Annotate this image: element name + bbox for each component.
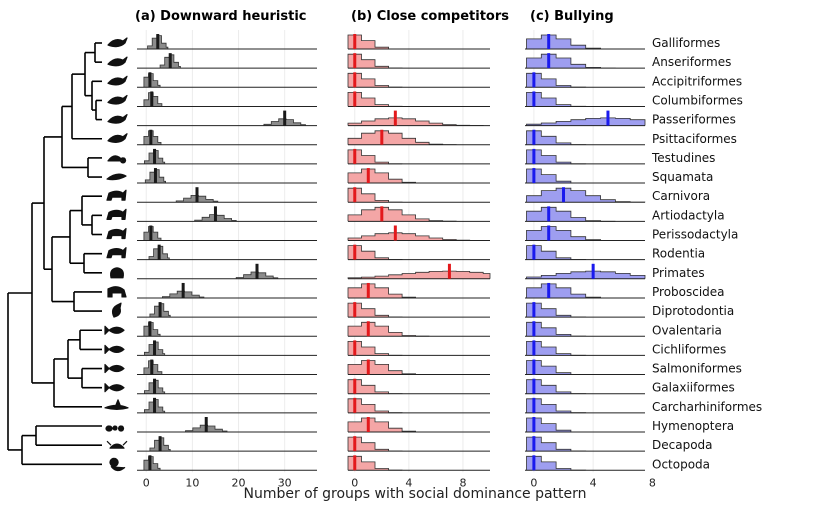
- mammal-icon: [106, 208, 127, 220]
- ant-icon: [105, 425, 125, 432]
- mammal-icon: [106, 247, 127, 259]
- taxon-label: Ovalentaria: [652, 323, 722, 337]
- taxon-label: Testudines: [651, 151, 715, 165]
- tick-label: 20: [232, 476, 246, 489]
- taxon-label: Squamata: [652, 170, 713, 184]
- fish-icon: [104, 325, 125, 335]
- panel-close-competitors: (b) Close competitors 0 4 8: [347, 9, 509, 489]
- tick-label: 8: [649, 476, 656, 489]
- mammal-icon: [106, 189, 127, 201]
- tick-label: 0: [351, 476, 358, 489]
- taxon-label: Galliformes: [652, 36, 720, 50]
- taxon-label: Psittaciformes: [652, 132, 737, 146]
- lizard-icon: [106, 173, 127, 181]
- density-ridge: [526, 187, 646, 203]
- taxon-label: Rodentia: [652, 247, 705, 261]
- taxon-label: Decapoda: [652, 438, 713, 452]
- panel-title-a: (a) Downward heuristic: [135, 9, 307, 24]
- panel-bullying: (c) Bullying 0 4 8: [525, 9, 656, 489]
- tick-label: 8: [459, 476, 466, 489]
- bird-icon: [107, 37, 128, 48]
- taxon-label: Carcharhiniformes: [652, 400, 762, 414]
- taxon-silhouettes: [104, 37, 129, 472]
- bird-icon: [107, 94, 128, 105]
- mammal-icon: [106, 227, 127, 240]
- density-ridge: [143, 73, 161, 88]
- density-ridge: [526, 53, 616, 69]
- tick-label: 10: [185, 476, 199, 489]
- taxon-label: Carnivora: [652, 189, 710, 203]
- taxon-label: Accipitriformes: [652, 74, 742, 88]
- taxon-label: Diprotodontia: [652, 304, 734, 318]
- taxon-label: Cichliformes: [652, 342, 726, 356]
- density-ridge: [347, 417, 430, 433]
- panel-downward-heuristic: (a) Downward heuristic 0 10 20 30: [135, 9, 317, 489]
- density-ridge: [347, 130, 457, 145]
- taxon-label: Primates: [652, 266, 705, 280]
- taxon-label: Anseriformes: [652, 55, 731, 69]
- fish-icon: [104, 383, 125, 393]
- density-ridge: [526, 117, 646, 126]
- density-ridge: [526, 270, 646, 279]
- density-ridge: [526, 226, 616, 241]
- tick-label: 0: [143, 476, 150, 489]
- octopus-icon: [109, 457, 126, 472]
- taxon-label: Passeriformes: [652, 113, 736, 127]
- taxon-label: Hymenoptera: [652, 419, 734, 433]
- taxon-label: Galaxiiformes: [652, 381, 735, 395]
- bird-icon: [107, 133, 128, 143]
- x-axis-label: Number of groups with social dominance p…: [243, 486, 586, 502]
- bird-icon: [107, 114, 128, 124]
- density-ridge: [347, 206, 457, 222]
- density-ridge: [347, 360, 430, 375]
- density-ridge: [526, 283, 616, 299]
- taxon-label: Proboscidea: [652, 285, 725, 299]
- phylogenetic-tree: [7, 42, 102, 466]
- monkey-icon: [110, 267, 124, 279]
- density-ridge: [526, 34, 616, 50]
- bird-icon: [107, 75, 128, 86]
- density-ridge: [347, 283, 430, 299]
- density-ridge: [143, 130, 162, 145]
- shark-icon: [104, 399, 129, 410]
- panel-title-b: (b) Close competitors: [351, 9, 509, 24]
- density-ridge: [143, 322, 161, 337]
- fish-icon: [104, 363, 125, 374]
- density-ridge: [347, 321, 430, 337]
- tick-label: 4: [405, 476, 412, 489]
- density-ridge: [526, 206, 616, 222]
- taxon-labels: Galliformes Anseriformes Accipitriformes Co…: [651, 36, 762, 471]
- taxon-label: Perissodactyla: [652, 228, 738, 242]
- density-ridge: [347, 270, 491, 279]
- taxon-label: Octopoda: [652, 457, 710, 471]
- kangaroo-icon: [111, 302, 122, 318]
- panel-title-c: (c) Bullying: [530, 9, 614, 24]
- tick-label: 0: [530, 476, 537, 489]
- turtle-icon: [107, 155, 127, 164]
- crab-icon: [106, 440, 128, 449]
- bird-icon: [107, 56, 128, 67]
- tick-label: 30: [278, 476, 292, 489]
- density-ridge: [347, 168, 430, 184]
- density-ridge: [143, 226, 162, 241]
- taxon-label: Salmoniformes: [652, 362, 742, 376]
- fish-icon: [104, 344, 125, 354]
- taxon-label: Columbiformes: [652, 93, 743, 107]
- tick-label: 4: [590, 476, 597, 489]
- taxon-label: Artiodactyla: [652, 208, 725, 222]
- density-ridge: [143, 456, 161, 471]
- elephant-icon: [107, 286, 127, 298]
